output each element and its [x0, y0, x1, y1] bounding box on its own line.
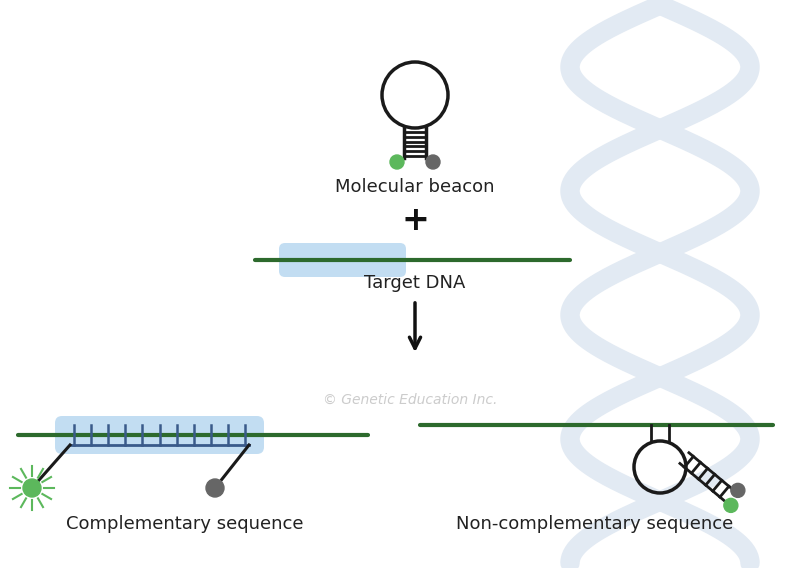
Circle shape: [426, 155, 440, 169]
Text: Target DNA: Target DNA: [365, 274, 466, 292]
Circle shape: [731, 483, 745, 498]
FancyBboxPatch shape: [55, 416, 264, 454]
Text: © Genetic Education Inc.: © Genetic Education Inc.: [323, 393, 498, 407]
Circle shape: [390, 155, 404, 169]
Circle shape: [206, 479, 224, 497]
Text: +: +: [401, 204, 429, 237]
Circle shape: [23, 479, 41, 497]
Text: Complementary sequence: Complementary sequence: [66, 515, 304, 533]
FancyBboxPatch shape: [279, 243, 406, 277]
Circle shape: [724, 498, 738, 512]
Text: Molecular beacon: Molecular beacon: [335, 178, 494, 196]
Text: Non-complementary sequence: Non-complementary sequence: [456, 515, 733, 533]
